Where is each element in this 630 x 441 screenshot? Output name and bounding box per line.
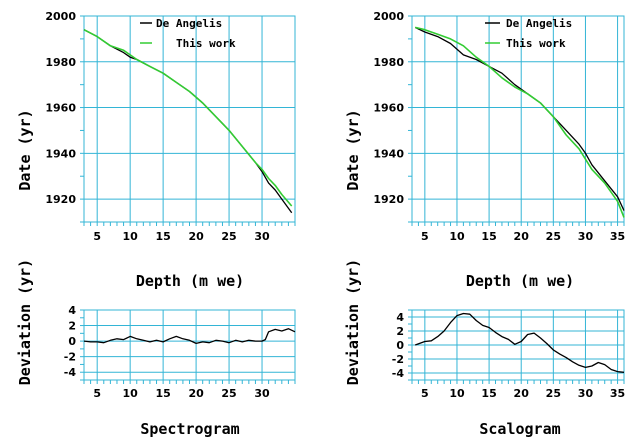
x-tick-label: 10 (123, 230, 139, 243)
bottom-right-series (414, 312, 625, 373)
x-tick-label: 35 (610, 387, 625, 400)
y-tick-label: 1960 (373, 102, 404, 115)
top-right-tick-labels: 5 10 15 20 25 30 35 1920 1940 1960 1980 2000 (373, 10, 625, 243)
x-tick-label: 20 (514, 387, 530, 400)
y-tick-label: 2000 (373, 10, 404, 23)
y-tick-label: 2 (396, 325, 404, 338)
series-line-deviation-2 (83, 328, 296, 345)
bottom-left-grid (80, 309, 296, 384)
y-tick-label: 1960 (45, 102, 76, 115)
x-tick-label: 10 (123, 387, 139, 400)
top-right-legend: De Angelis This work (485, 17, 572, 50)
top-right-ylabel: Date (yr) (344, 109, 362, 190)
legend-label-de-angelis: De Angelis (506, 17, 572, 30)
x-tick-label: 15 (481, 387, 496, 400)
top-left-tick-labels: 5 10 15 20 25 30 1920 1940 1960 1980 2000 (45, 10, 270, 243)
bottom-left-series (83, 328, 296, 345)
x-tick-label: 30 (254, 387, 270, 400)
x-tick-label: 35 (610, 230, 625, 243)
x-tick-label: 15 (481, 230, 496, 243)
x-tick-label: 15 (155, 230, 170, 243)
legend-label-de-angelis: De Angelis (156, 17, 222, 30)
legend-label-this-work: This work (506, 37, 566, 50)
x-tick-label: 25 (221, 230, 236, 243)
bottom-left-tick-labels: 5 10 15 20 25 30 -4 -2 0 2 4 (64, 304, 270, 400)
y-tick-label: 1980 (373, 56, 404, 69)
y-tick-label: 1940 (373, 147, 404, 160)
top-left-series (83, 28, 293, 214)
x-tick-label: 5 (421, 387, 429, 400)
y-tick-label: 4 (68, 304, 76, 317)
x-tick-label: 10 (449, 230, 465, 243)
bottom-right-ylabel: Deviation (yr) (344, 259, 362, 385)
series-line-deviation-3 (414, 312, 625, 373)
y-tick-label: 1980 (45, 56, 76, 69)
y-tick-label: 0 (68, 335, 76, 348)
series-line-this-work (83, 28, 293, 207)
bottom-right-title: Scalogram (479, 420, 560, 438)
top-right-grid (408, 15, 625, 226)
top-right-xlabel: Depth (m we) (466, 272, 574, 290)
bottom-left-title: Spectrogram (140, 420, 239, 438)
y-tick-label: 4 (396, 311, 404, 324)
series-line-de-angelis (83, 29, 293, 214)
top-left-panel: 5 10 15 20 25 30 1920 1940 1960 1980 2000 De Angel… (16, 10, 296, 290)
series-line-this-work (415, 26, 625, 218)
x-tick-label: 10 (449, 387, 465, 400)
top-right-series (414, 26, 625, 218)
top-left-legend: De Angelis This work (140, 17, 236, 50)
y-tick-label: 1920 (45, 193, 76, 206)
x-tick-label: 30 (578, 387, 594, 400)
x-tick-label: 20 (514, 230, 530, 243)
top-right-panel: 5 10 15 20 25 30 35 1920 1940 1960 1980 2000 De Ang… (344, 10, 625, 290)
bottom-left-ylabel: Deviation (yr) (16, 259, 34, 385)
x-tick-label: 20 (188, 387, 204, 400)
y-tick-label: 0 (396, 339, 404, 352)
y-tick-label: 2 (68, 320, 76, 333)
x-tick-label: 5 (93, 230, 101, 243)
top-left-xlabel: Depth (m we) (136, 272, 244, 290)
y-tick-label: -2 (392, 353, 404, 366)
x-tick-label: 5 (421, 230, 429, 243)
x-tick-label: 15 (155, 387, 170, 400)
y-tick-label: 2000 (45, 10, 76, 23)
x-tick-label: 25 (221, 387, 236, 400)
y-tick-label: 1940 (45, 147, 76, 160)
bottom-left-panel: 5 10 15 20 25 30 -4 -2 0 2 4 Spectrogram Deviation… (16, 259, 296, 438)
x-tick-label: 25 (546, 387, 561, 400)
series-line-de-angelis (414, 26, 625, 211)
top-left-ylabel: Date (yr) (16, 109, 34, 190)
x-tick-label: 30 (254, 230, 270, 243)
x-tick-label: 25 (546, 230, 561, 243)
y-tick-label: 1920 (373, 193, 404, 206)
x-tick-label: 20 (188, 230, 204, 243)
legend-label-this-work: This work (176, 37, 236, 50)
y-tick-label: -4 (392, 367, 405, 380)
y-tick-label: -2 (64, 351, 76, 364)
bottom-right-grid (408, 309, 625, 384)
plot-frame (83, 309, 296, 381)
y-tick-label: -4 (64, 366, 77, 379)
top-left-grid (80, 15, 296, 226)
x-tick-label: 30 (578, 230, 594, 243)
x-tick-label: 5 (93, 387, 101, 400)
